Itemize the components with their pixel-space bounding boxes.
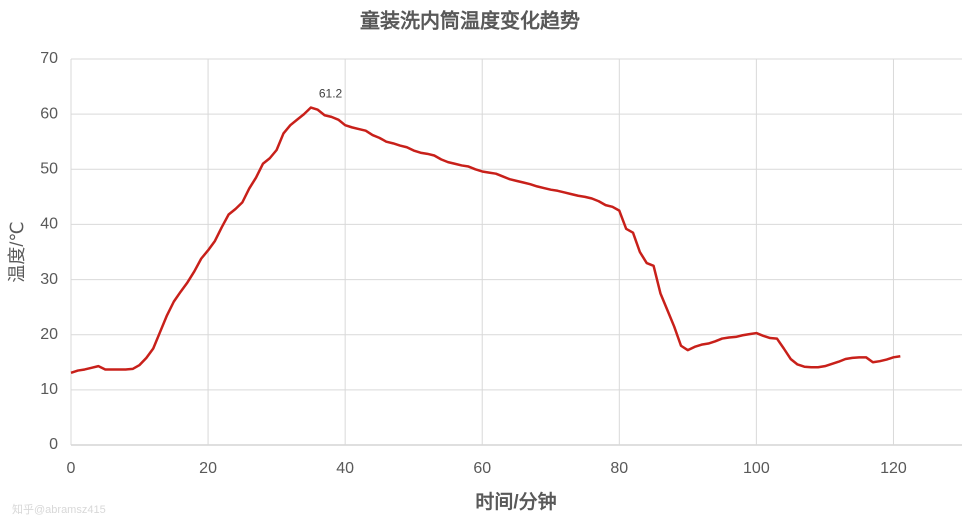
y-tick-label: 0 (49, 436, 58, 453)
y-axis-label: 温度/℃ (7, 221, 27, 282)
x-tick-label: 80 (610, 460, 628, 477)
y-tick-label: 30 (40, 271, 58, 288)
data-line (70, 106, 901, 374)
x-axis-label: 时间/分钟 (475, 490, 556, 513)
y-tick-label: 20 (40, 326, 58, 343)
x-tick-label: 0 (67, 460, 76, 477)
watermark: 知乎@abramsz415 (12, 502, 106, 516)
x-tick-label: 40 (336, 460, 354, 477)
y-tick-label: 60 (40, 105, 58, 122)
y-tick-label: 70 (40, 50, 58, 67)
x-tick-label: 100 (743, 460, 770, 477)
y-tick-label: 40 (40, 216, 58, 233)
data-label: 61.2 (319, 87, 343, 101)
y-tick-label: 10 (40, 381, 58, 398)
x-tick-label: 60 (473, 460, 491, 477)
x-tick-label: 120 (880, 460, 907, 477)
chart-title: 童装洗内筒温度变化趋势 (360, 8, 580, 32)
x-tick-label: 20 (199, 460, 217, 477)
y-tick-label: 50 (40, 161, 58, 178)
